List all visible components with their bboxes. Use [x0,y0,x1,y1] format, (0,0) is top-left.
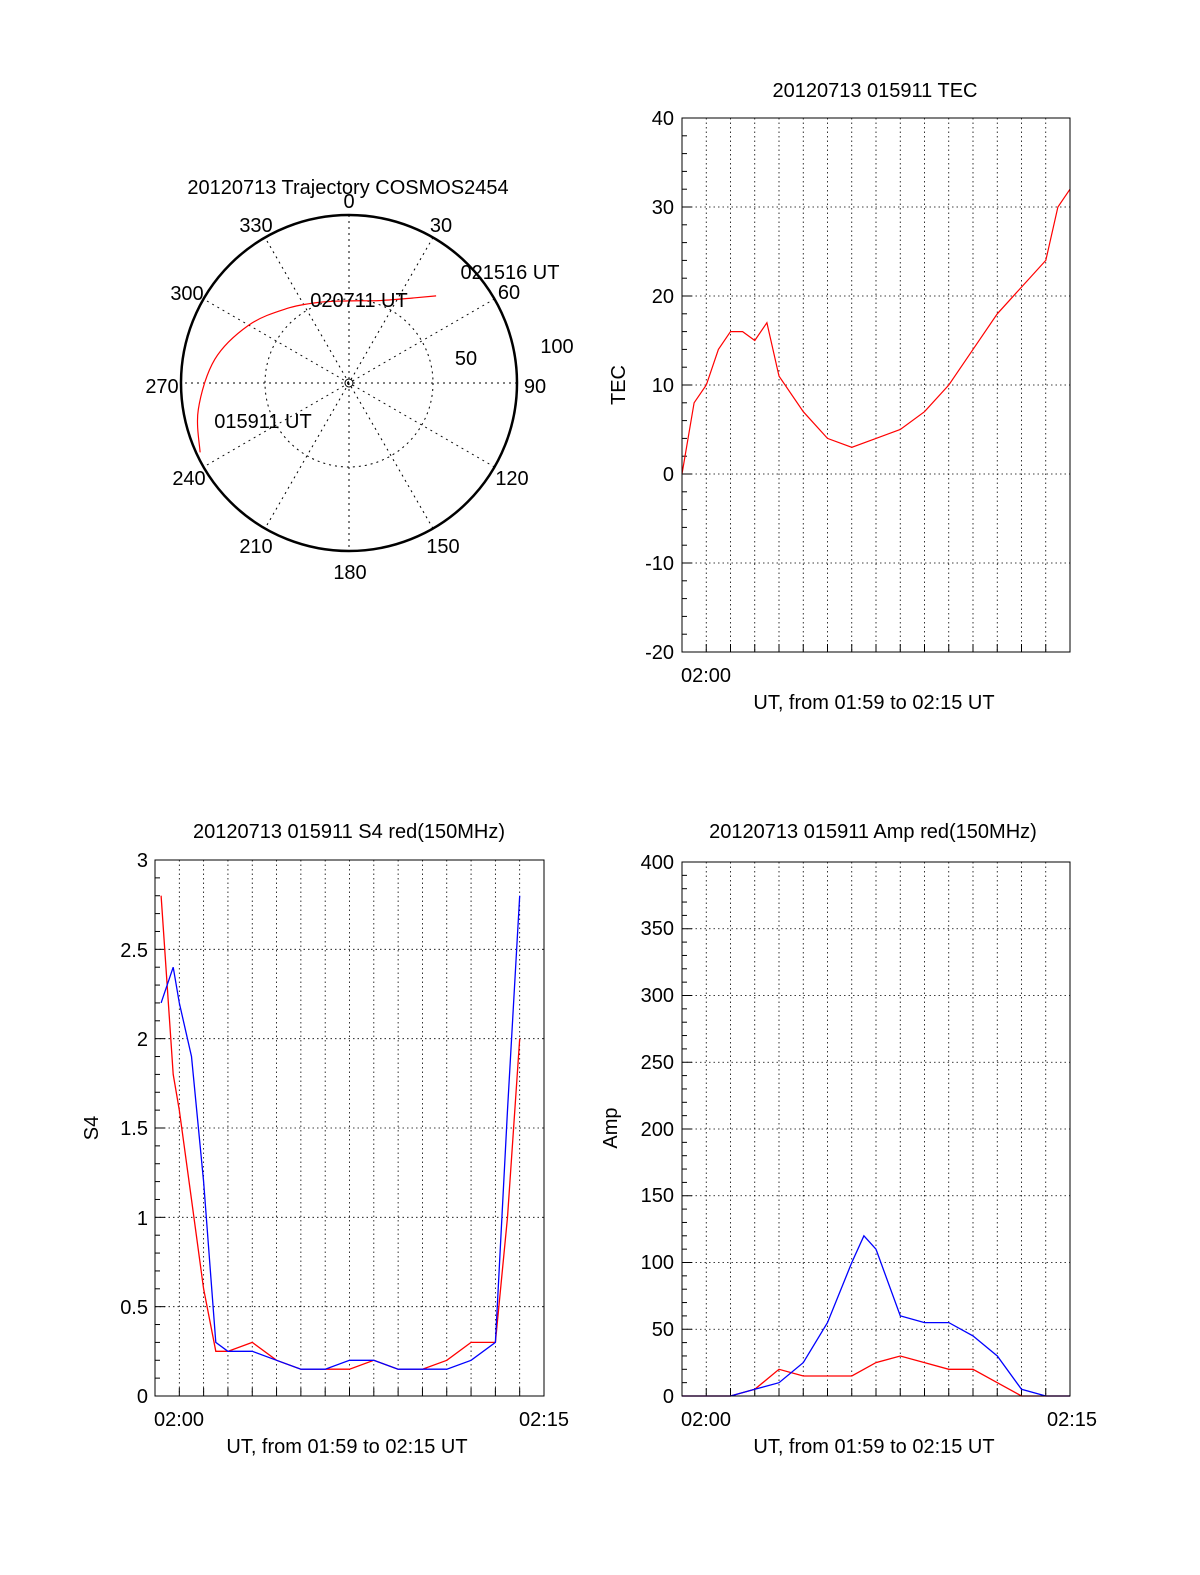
amp-ytick-400: 400 [641,852,674,874]
tec-panel: 20120713 015911 TEC 40 30 20 10 0 -10 -2… [608,80,1071,714]
s4-blue-series-line [160,895,521,1370]
s4-ytick-1.5: 1.5 [120,1118,148,1140]
tec-ytick-10: 10 [652,375,674,397]
angle-label-240: 240 [172,468,205,490]
amp-ylabel: Amp [600,1107,622,1148]
s4-plot-frame [154,859,545,1397]
amp-ytick-200: 200 [641,1119,674,1141]
polar-ring-50 [264,298,434,468]
tec-title: 20120713 015911 TEC [773,80,978,102]
amp-blue-series-line [682,1234,1070,1397]
angle-label-60: 60 [498,282,520,304]
amp-ytick-0: 0 [663,1386,674,1408]
s4-ytick-2.5: 2.5 [120,940,148,962]
s4-xlabel: UT, from 01:59 to 02:15 UT [226,1436,467,1458]
angle-label-210: 210 [239,536,272,558]
s4-ytick-2: 2 [137,1029,148,1051]
amp-grid [682,861,1070,1397]
radial-label-50: 50 [455,348,477,370]
amp-ytick-350: 350 [641,918,674,940]
polar-spoke [264,237,434,529]
trajectory-panel: 20120713 Trajectory COSMOS2454 0 30 60 9… [145,177,573,584]
angle-label-150: 150 [426,536,459,558]
trajectory-end-label: 021516 UT [461,262,560,284]
polar-grid [181,215,517,551]
amp-ytick-50: 50 [652,1319,674,1341]
angle-label-120: 120 [495,468,528,490]
amp-xlabel: UT, from 01:59 to 02:15 UT [753,1436,994,1458]
s4-red-series-line [160,895,521,1370]
amp-xtick-0215: 02:15 [1047,1409,1097,1431]
s4-ytick-1: 1 [137,1208,148,1230]
s4-xtick-0200: 02:00 [154,1409,204,1431]
tec-xlabel: UT, from 01:59 to 02:15 UT [753,692,994,714]
trajectory-line [196,295,437,453]
polar-center-marker [344,378,354,388]
tec-ytick-neg10: -10 [645,553,674,575]
angle-label-300: 300 [170,283,203,305]
amp-xtick-0200: 02:00 [681,1409,731,1431]
angle-label-90: 90 [524,376,546,398]
tec-ytick-30: 30 [652,197,674,219]
tec-grid [682,117,1070,653]
trajectory-title: 20120713 Trajectory COSMOS2454 [187,177,508,199]
s4-title: 20120713 015911 S4 red(150MHz) [193,821,505,843]
polar-outer-circle [179,213,519,553]
tec-series-line [681,188,1071,475]
s4-ytick-0.5: 0.5 [120,1297,148,1319]
angle-label-180: 180 [333,562,366,584]
radial-label-100: 100 [540,336,573,358]
amp-ytick-300: 300 [641,985,674,1007]
tec-ytick-0: 0 [663,464,674,486]
tec-plot-frame [681,117,1071,653]
s4-ytick-3: 3 [137,850,148,872]
angle-label-270: 270 [145,376,178,398]
amp-ytick-150: 150 [641,1185,674,1207]
amp-plot-frame [681,861,1071,1397]
trajectory-mid-label: 020711 UT [310,290,407,312]
s4-ylabel: S4 [81,1116,103,1140]
amp-panel: 20120713 015911 Amp red(150MHz) 400 350 … [600,821,1097,1458]
amp-ytick-100: 100 [641,1252,674,1274]
angle-label-330: 330 [239,215,272,237]
s4-panel: 20120713 015911 S4 red(150MHz) 3 2.5 2 1… [81,821,569,1458]
tec-ytick-20: 20 [652,286,674,308]
s4-xtick-0215: 02:15 [519,1409,569,1431]
tec-xtick-0200: 02:00 [681,665,731,687]
tec-ytick-neg20: -20 [645,642,674,664]
tec-ylabel: TEC [608,365,630,405]
amp-ytick-250: 250 [641,1052,674,1074]
s4-ytick-0: 0 [137,1386,148,1408]
trajectory-start-label: 015911 UT [214,411,311,433]
amp-title: 20120713 015911 Amp red(150MHz) [709,821,1037,843]
tec-ytick-40: 40 [652,108,674,130]
angle-label-0: 0 [343,191,354,213]
s4-grid [155,859,544,1397]
angle-label-30: 30 [430,215,452,237]
